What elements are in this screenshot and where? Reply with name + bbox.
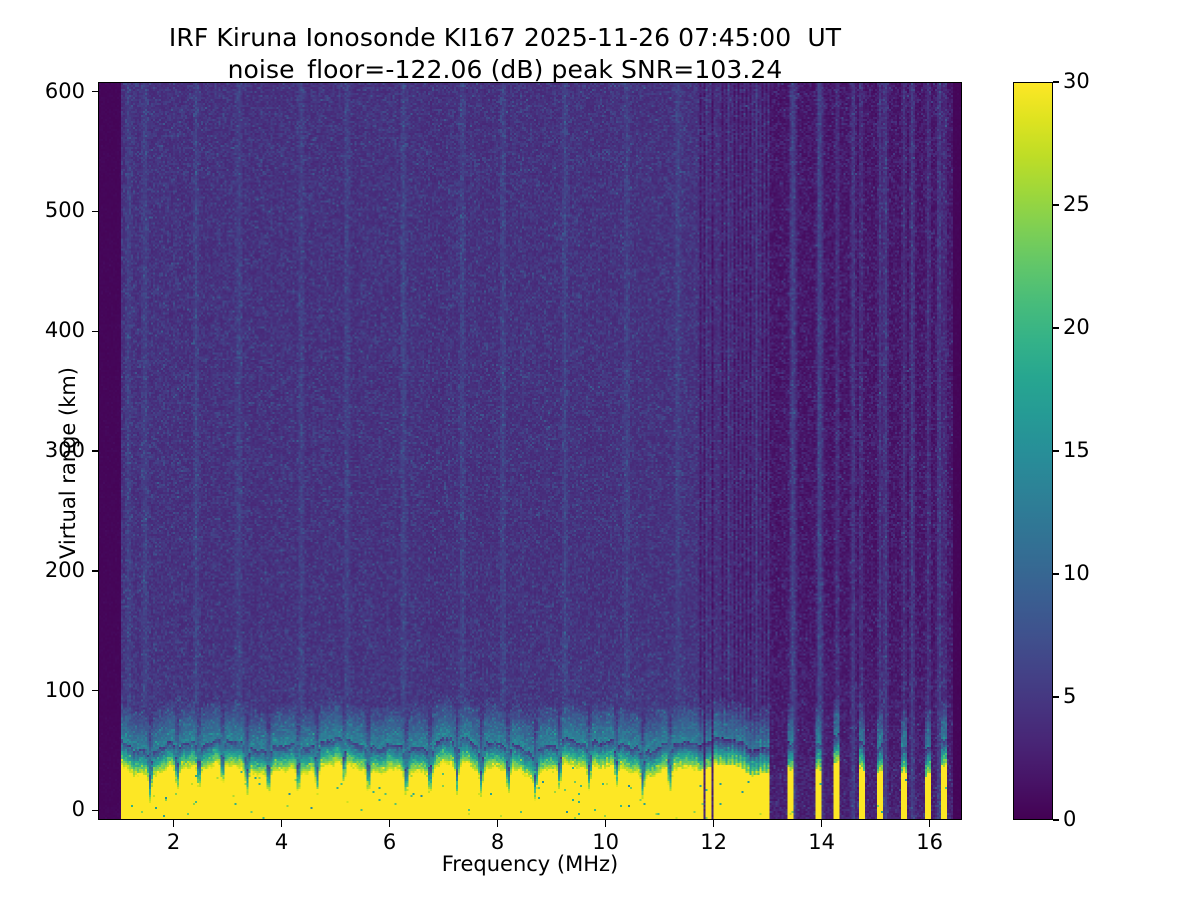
x-tick-mark — [496, 820, 499, 827]
y-tick-label: 200 — [44, 557, 85, 582]
x-tick-label: 6 — [382, 830, 397, 854]
x-tick-mark — [928, 820, 931, 827]
title-line-2: noise_floor=-122.06 (dB) peak SNR=103.24 — [227, 55, 783, 84]
colorbar-tick-mark — [1053, 450, 1059, 452]
colorbar-tick-label: 20 — [1063, 315, 1090, 339]
colorbar-tick-mark — [1053, 81, 1059, 83]
x-tick-mark — [388, 820, 391, 827]
y-axis-label: Virtual range (km) — [56, 366, 80, 560]
colorbar-tick-mark — [1053, 327, 1059, 329]
figure-title: IRF Kiruna Ionosonde KI167 2025-11-26 07… — [0, 22, 1010, 86]
y-tick-mark — [91, 450, 98, 452]
y-tick-label: 100 — [44, 677, 85, 702]
colorbar-gradient — [1014, 83, 1052, 819]
x-tick-label: 2 — [166, 830, 181, 854]
y-tick-mark — [91, 570, 98, 572]
y-tick-label: 500 — [44, 198, 85, 223]
x-axis-label: Frequency (MHz) — [441, 852, 619, 876]
y-tick-mark — [91, 809, 98, 812]
x-tick-label: 14 — [808, 830, 835, 854]
y-tick-label: 600 — [44, 78, 85, 103]
x-tick-mark — [280, 820, 283, 827]
ionogram-heatmap — [99, 83, 961, 819]
x-tick-mark — [820, 820, 823, 827]
ionogram-plot-area — [98, 82, 962, 820]
y-tick-mark — [91, 689, 98, 692]
colorbar-tick-mark — [1053, 696, 1059, 698]
x-tick-mark — [172, 820, 175, 827]
colorbar — [1013, 82, 1053, 820]
y-tick-label: 400 — [44, 318, 85, 343]
y-tick-label: 0 — [71, 797, 85, 822]
x-tick-mark — [712, 820, 715, 827]
colorbar-tick-mark — [1053, 573, 1059, 575]
x-tick-label: 16 — [916, 830, 943, 854]
colorbar-tick-label: 15 — [1063, 438, 1090, 462]
title-line-1: IRF Kiruna Ionosonde KI167 2025-11-26 07… — [168, 23, 842, 52]
y-tick-mark — [91, 210, 98, 213]
x-tick-label: 4 — [274, 830, 289, 854]
x-tick-label: 8 — [490, 830, 505, 854]
y-tick-mark — [91, 90, 98, 93]
y-tick-label: 300 — [44, 438, 85, 462]
colorbar-tick-label: 25 — [1063, 192, 1090, 216]
colorbar-tick-mark — [1053, 819, 1059, 821]
colorbar-tick-label: 30 — [1063, 69, 1090, 93]
colorbar-tick-label: 5 — [1063, 684, 1077, 708]
x-tick-label: 10 — [592, 830, 619, 854]
colorbar-tick-label: 0 — [1063, 807, 1077, 831]
colorbar-tick-label: 10 — [1063, 561, 1090, 585]
x-tick-label: 12 — [700, 830, 727, 854]
x-tick-mark — [604, 820, 607, 827]
colorbar-tick-mark — [1053, 204, 1059, 206]
y-tick-mark — [91, 330, 98, 332]
